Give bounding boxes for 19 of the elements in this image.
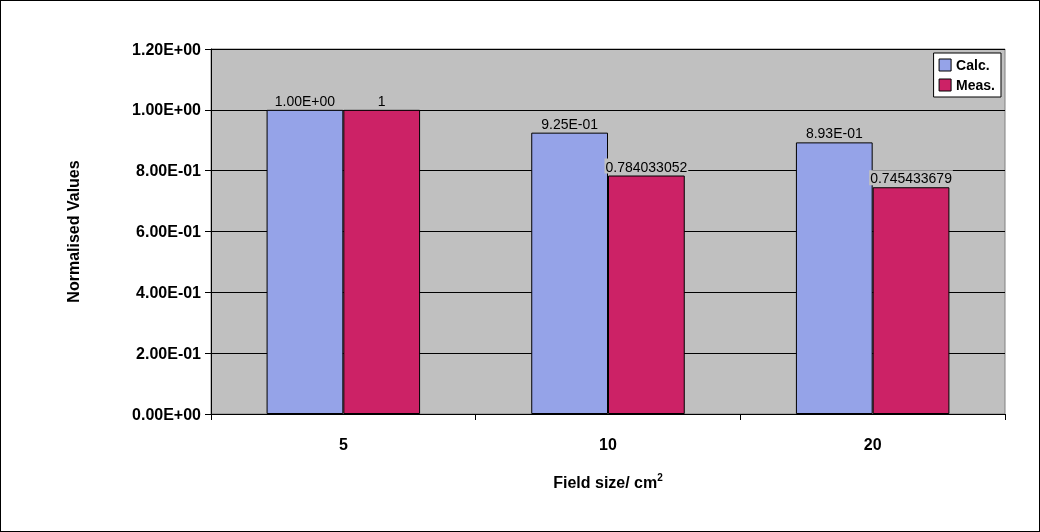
legend-label: Calc. (956, 57, 990, 73)
y-tick-label: 1.00E+00 (132, 101, 202, 119)
x-tick-label: 10 (599, 435, 617, 453)
data-label: 1.00E+00 (274, 92, 336, 109)
data-label: 9.25E-01 (541, 115, 599, 132)
y-tick-label: 6.00E-01 (136, 223, 202, 240)
y-axis-title: Normalised Values (64, 160, 82, 303)
y-tick-label: 4.00E-01 (136, 283, 202, 301)
data-label: 0.784033052 (605, 158, 688, 175)
y-tick-label: 1.20E+00 (132, 40, 202, 58)
data-label: 1 (377, 92, 386, 109)
y-tick-label: 0.00E+00 (132, 405, 202, 423)
x-tick-label: 20 (863, 435, 882, 453)
x-tick-label: 5 (338, 435, 348, 453)
y-tick-label: 2.00E-01 (136, 344, 202, 362)
legend-label: Meas. (956, 77, 996, 93)
data-label: 8.93E-01 (805, 125, 863, 142)
y-tick-label: 8.00E-01 (136, 162, 202, 180)
data-label: 0.745433679 (870, 170, 953, 187)
